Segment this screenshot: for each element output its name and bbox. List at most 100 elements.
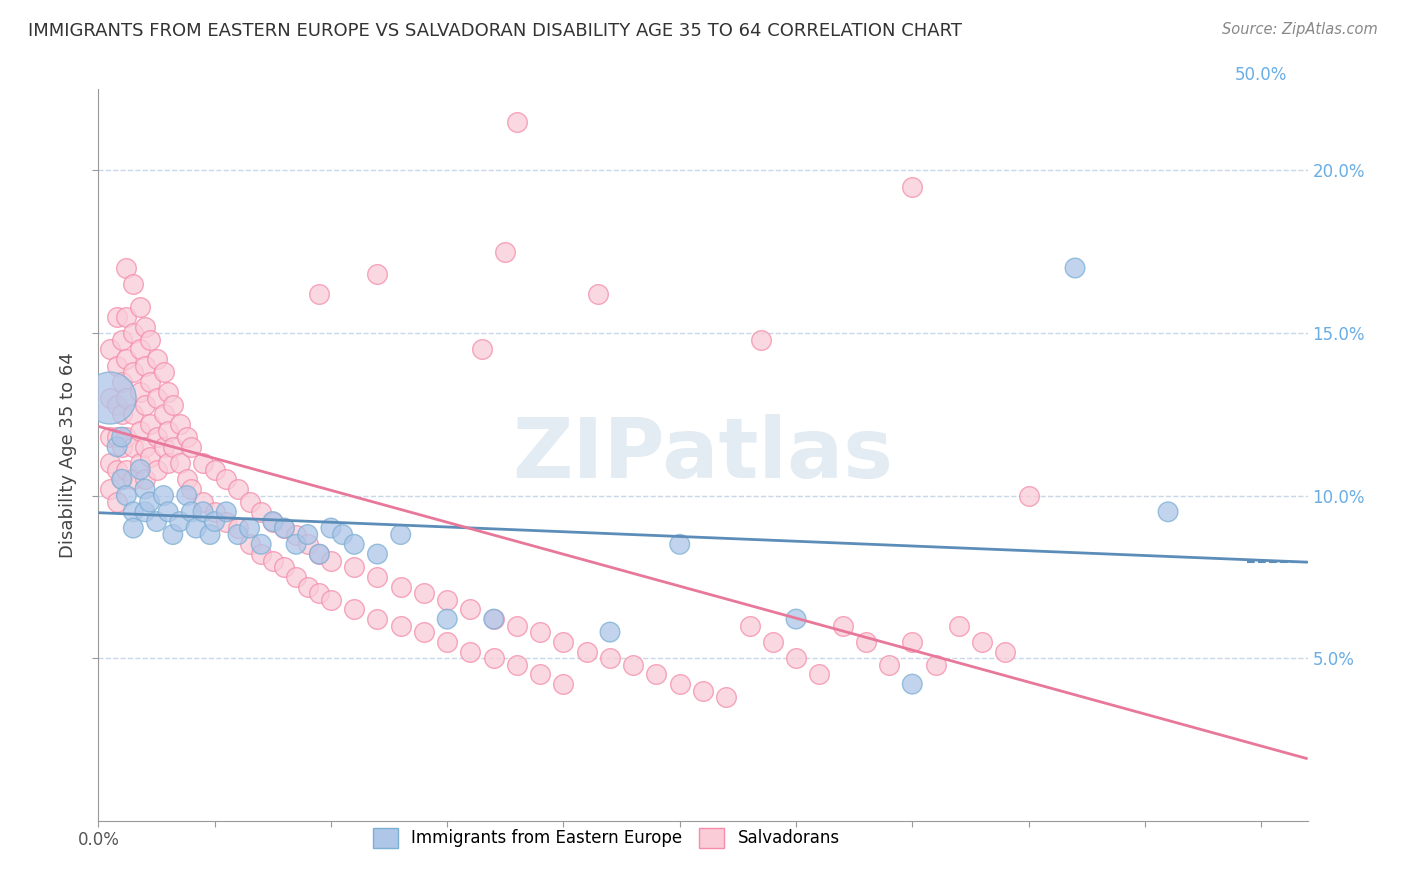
Point <box>738 618 761 632</box>
Point <box>924 657 946 672</box>
Point <box>152 365 174 379</box>
Point <box>506 114 529 128</box>
Point <box>184 521 207 535</box>
Point <box>297 580 319 594</box>
Point <box>366 547 388 561</box>
Point <box>460 644 482 658</box>
Point <box>129 384 152 399</box>
Point <box>599 625 621 640</box>
Point <box>668 537 690 551</box>
Point <box>111 407 134 421</box>
Point <box>157 424 180 438</box>
Point <box>176 430 198 444</box>
Point <box>343 537 366 551</box>
Point <box>389 580 412 594</box>
Point <box>157 456 180 470</box>
Point <box>134 472 156 486</box>
Point <box>308 547 330 561</box>
Point <box>191 505 214 519</box>
Point <box>138 495 160 509</box>
Point <box>785 651 807 665</box>
Point <box>308 586 330 600</box>
Point <box>138 333 160 347</box>
Point <box>366 612 388 626</box>
Point <box>506 618 529 632</box>
Point <box>191 456 214 470</box>
Point <box>250 537 273 551</box>
Point <box>115 489 138 503</box>
Point <box>366 268 388 282</box>
Y-axis label: Disability Age 35 to 64: Disability Age 35 to 64 <box>59 352 77 558</box>
Point <box>308 287 330 301</box>
Point <box>98 391 121 405</box>
Point <box>692 683 714 698</box>
Point <box>138 417 160 431</box>
Point <box>129 424 152 438</box>
Point <box>169 417 191 431</box>
Point <box>115 430 138 444</box>
Point <box>948 618 970 632</box>
Point <box>129 456 152 470</box>
Point <box>134 398 156 412</box>
Point <box>389 527 412 541</box>
Point <box>319 521 342 535</box>
Point <box>191 495 214 509</box>
Point <box>239 537 262 551</box>
Point <box>460 602 482 616</box>
Point <box>389 618 412 632</box>
Point <box>1064 260 1087 275</box>
Point <box>645 667 668 681</box>
Point <box>105 462 128 476</box>
Point <box>176 489 198 503</box>
Point <box>215 472 238 486</box>
Point <box>204 462 226 476</box>
Point <box>111 472 134 486</box>
Point <box>176 472 198 486</box>
Point <box>180 505 202 519</box>
Point <box>877 657 900 672</box>
Point <box>494 244 516 259</box>
Point <box>105 398 128 412</box>
Point <box>226 482 249 496</box>
Point <box>115 351 138 366</box>
Point <box>129 462 152 476</box>
Point <box>105 310 128 324</box>
Point <box>105 430 128 444</box>
Point <box>482 651 505 665</box>
Point <box>122 326 145 340</box>
Point <box>668 677 690 691</box>
Point <box>413 625 436 640</box>
Point <box>204 515 226 529</box>
Point <box>239 495 262 509</box>
Point <box>855 635 877 649</box>
Point <box>588 287 610 301</box>
Point <box>749 333 772 347</box>
Point <box>471 343 494 357</box>
Point <box>162 398 184 412</box>
Point <box>262 553 284 567</box>
Point <box>145 462 167 476</box>
Point <box>105 495 128 509</box>
Point <box>169 456 191 470</box>
Text: ZIPatlas: ZIPatlas <box>513 415 893 495</box>
Point <box>343 602 366 616</box>
Point <box>808 667 831 681</box>
Point <box>413 586 436 600</box>
Point <box>226 527 249 541</box>
Point <box>111 430 134 444</box>
Point <box>115 260 138 275</box>
Point <box>319 553 342 567</box>
Text: Source: ZipAtlas.com: Source: ZipAtlas.com <box>1222 22 1378 37</box>
Point <box>529 667 551 681</box>
Point <box>134 319 156 334</box>
Point <box>621 657 644 672</box>
Point <box>111 375 134 389</box>
Point <box>215 505 238 519</box>
Point <box>553 677 575 691</box>
Point <box>129 343 152 357</box>
Point <box>285 527 308 541</box>
Point <box>180 482 202 496</box>
Point <box>553 635 575 649</box>
Point <box>134 482 156 496</box>
Point <box>138 450 160 464</box>
